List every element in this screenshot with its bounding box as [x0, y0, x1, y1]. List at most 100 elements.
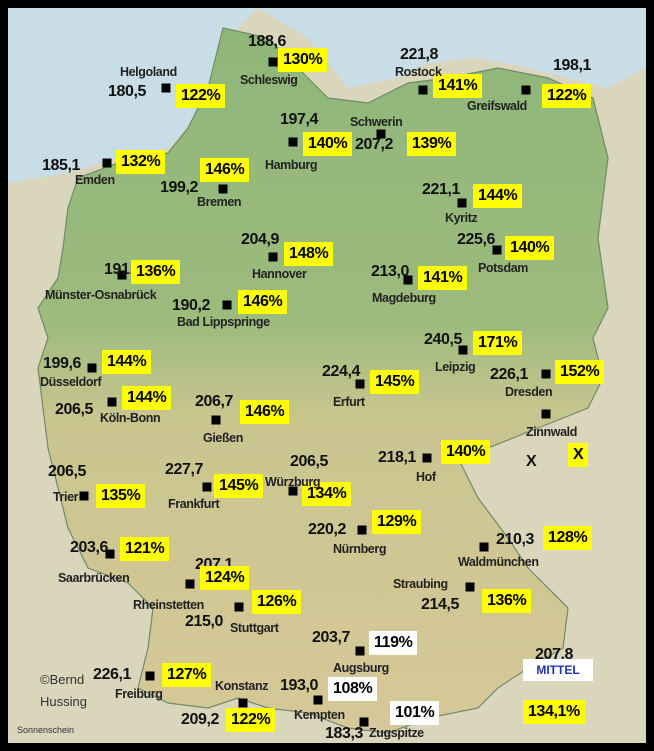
station-value: 213,0	[371, 263, 410, 280]
station-name: Erfurt	[333, 395, 365, 409]
credit-line2: Hussing	[40, 694, 87, 709]
station-percent: 140%	[505, 236, 555, 260]
station-percent: 134%	[302, 482, 352, 506]
station-value: 197,4	[280, 111, 319, 128]
station-name: Hof	[416, 470, 436, 484]
station-value: 224,4	[322, 363, 361, 380]
station-name: Zinnwald	[526, 425, 577, 439]
station-name: Hannover	[252, 267, 307, 281]
station-marker	[359, 717, 369, 727]
station-name: Zugspitze	[369, 726, 424, 740]
station-marker	[376, 129, 386, 139]
station-marker	[355, 646, 365, 656]
station-marker	[202, 482, 212, 492]
station-name: Kyritz	[445, 211, 478, 225]
station-percent: 140%	[441, 440, 491, 464]
station-value: 188,6	[248, 33, 287, 50]
mean-label-badge: MITTEL	[523, 659, 593, 681]
station-percent: 128%	[543, 526, 593, 550]
station-name: Schleswig	[240, 73, 298, 87]
station-percent: 136%	[482, 589, 532, 613]
station-marker	[238, 698, 248, 708]
station-marker	[79, 491, 89, 501]
station-percent: 139%	[407, 132, 457, 156]
station-percent: 122%	[542, 84, 592, 108]
station-value: 214,5	[421, 596, 460, 613]
station-percent: 122%	[226, 708, 276, 732]
station-percent: 140%	[303, 132, 353, 156]
station-percent: 101%	[390, 701, 440, 725]
station-name: Greifswald	[467, 99, 527, 113]
station-percent: 132%	[116, 150, 166, 174]
station-name: Nürnberg	[333, 542, 387, 556]
station-value: 240,5	[424, 331, 463, 348]
station-percent: 148%	[284, 242, 334, 266]
station-value: 183,3	[325, 725, 364, 742]
station-marker	[479, 542, 489, 552]
station-value: 207,2	[355, 136, 394, 153]
station-marker	[185, 579, 195, 589]
station-value: 206,5	[55, 401, 94, 418]
station-value: 206,7	[195, 393, 234, 410]
station-percent: 171%	[473, 331, 523, 355]
station-name: Bremen	[197, 195, 242, 209]
station-percent: 108%	[328, 677, 378, 701]
station-name: Konstanz	[215, 679, 269, 693]
station-percent: 146%	[240, 400, 290, 424]
station-percent: 127%	[162, 663, 212, 687]
station-percent: 144%	[102, 350, 152, 374]
station-marker	[102, 158, 112, 168]
station-percent: 145%	[370, 370, 420, 394]
station-marker	[403, 275, 413, 285]
station-marker	[422, 453, 432, 463]
station-marker	[355, 379, 365, 389]
station-name: Emden	[75, 173, 115, 187]
station-name: Schwerin	[350, 115, 403, 129]
station-value: 190,2	[172, 297, 211, 314]
station-value: 199,2	[160, 179, 199, 196]
station-marker	[288, 486, 298, 496]
station-name: Augsburg	[333, 661, 389, 675]
station-marker	[418, 85, 428, 95]
station-name: Magdeburg	[372, 291, 436, 305]
station-marker	[222, 300, 232, 310]
station-percent: 144%	[473, 184, 523, 208]
station-percent: 122%	[176, 84, 226, 108]
station-percent: 124%	[200, 566, 250, 590]
station-percent: 130%	[278, 48, 328, 72]
station-value: 220,2	[308, 521, 347, 538]
station-percent: 141%	[433, 74, 483, 98]
station-marker	[313, 695, 323, 705]
station-name: Trier	[53, 490, 79, 504]
station-value: 215,0	[185, 613, 224, 630]
station-marker	[541, 409, 551, 419]
station-name: Würzburg	[265, 475, 321, 489]
station-percent: 145%	[214, 474, 264, 498]
station-name: Leipzig	[435, 360, 476, 374]
station-name: Waldmünchen	[458, 555, 539, 569]
station-name: Düsseldorf	[40, 375, 102, 389]
station-marker	[457, 198, 467, 208]
station-marker	[521, 85, 531, 95]
station-value: 221,8	[400, 46, 439, 63]
mean-value: 207,8	[535, 646, 574, 663]
station-name: Bad Lippspringe	[177, 315, 270, 329]
station-percent: 146%	[238, 290, 288, 314]
station-value: 209,2	[181, 711, 220, 728]
station-value: 210,3	[496, 531, 535, 548]
credit-line1: ©Bernd	[40, 672, 85, 687]
station-marker	[211, 415, 221, 425]
station-value: 221,1	[422, 181, 461, 198]
station-value: 204,9	[241, 231, 280, 248]
station-percent: 152%	[555, 360, 605, 384]
station-name: Stuttgart	[230, 621, 279, 635]
station-percent: 121%	[120, 537, 170, 561]
station-value: 185,1	[42, 157, 81, 174]
station-percent: 146%	[200, 158, 250, 182]
station-name: Hamburg	[265, 158, 318, 172]
station-name: Münster-Osnabrück	[45, 288, 157, 302]
station-value: 225,6	[457, 231, 496, 248]
station-marker	[541, 369, 551, 379]
station-marker	[145, 671, 155, 681]
station-percent: 135%	[96, 484, 146, 508]
